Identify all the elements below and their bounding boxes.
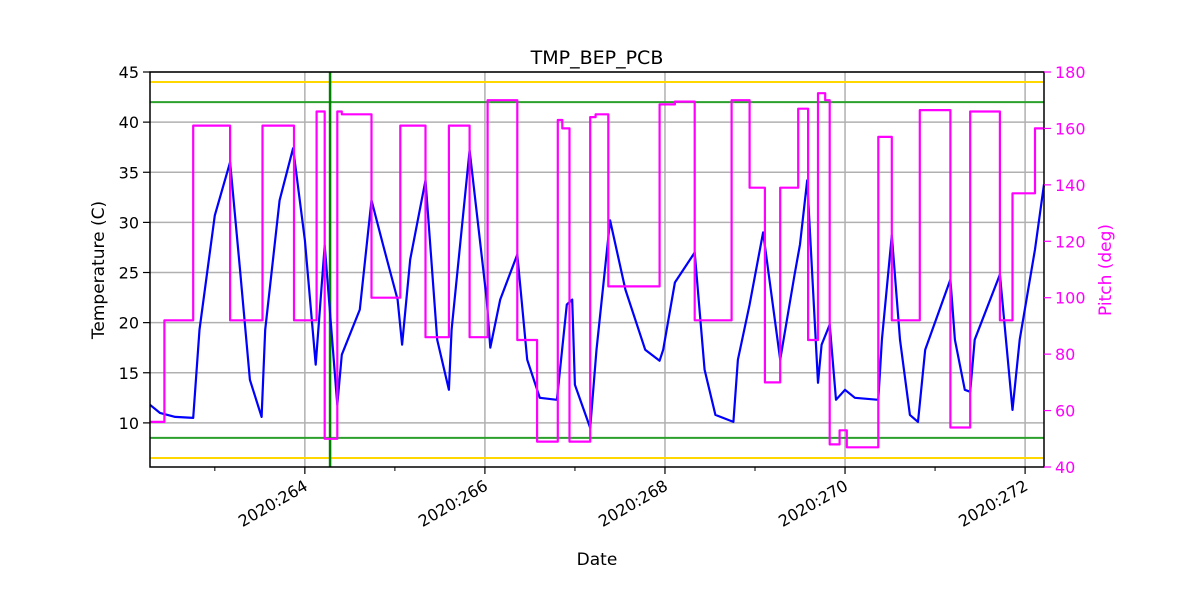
temperature-line [149, 147, 1046, 429]
limit-lines [150, 72, 1044, 467]
plot-frame [149, 71, 1045, 468]
y2-tick-label: 100 [1055, 289, 1086, 308]
y-tick-label: 35 [119, 163, 139, 182]
x-tick-label: 2020:266 [415, 476, 491, 531]
y-tick-label: 30 [119, 213, 139, 232]
y-tick-label: 10 [119, 414, 139, 433]
series [149, 92, 1046, 449]
x-tick-label: 2020:272 [955, 476, 1031, 531]
pitch-line [150, 92, 1044, 449]
y2-tick-label: 60 [1055, 402, 1075, 421]
y-tick-label: 25 [119, 264, 139, 283]
y-tick-label: 15 [119, 364, 139, 383]
y2-axis-label: Pitch (deg) [1096, 224, 1116, 316]
x-tick-label: 2020:264 [235, 476, 311, 531]
y-axis-label: Temperature (C) [89, 201, 109, 340]
y2-tick-label: 40 [1055, 458, 1075, 477]
chart-title: TMP_BEP_PCB [530, 47, 664, 69]
y2-tick-label: 120 [1055, 232, 1086, 251]
x-tick-label: 2020:270 [775, 476, 851, 531]
y2-tick-label: 80 [1055, 345, 1075, 364]
y2-tick-label: 180 [1055, 63, 1086, 82]
x-tick-label: 2020:268 [595, 476, 671, 531]
y-tick-label: 40 [119, 113, 139, 132]
y-tick-label: 20 [119, 314, 139, 333]
y2-tick-label: 160 [1055, 119, 1086, 138]
y-tick-label: 45 [119, 63, 139, 82]
x-axis-label: Date [577, 550, 618, 570]
y2-tick-label: 140 [1055, 176, 1086, 195]
